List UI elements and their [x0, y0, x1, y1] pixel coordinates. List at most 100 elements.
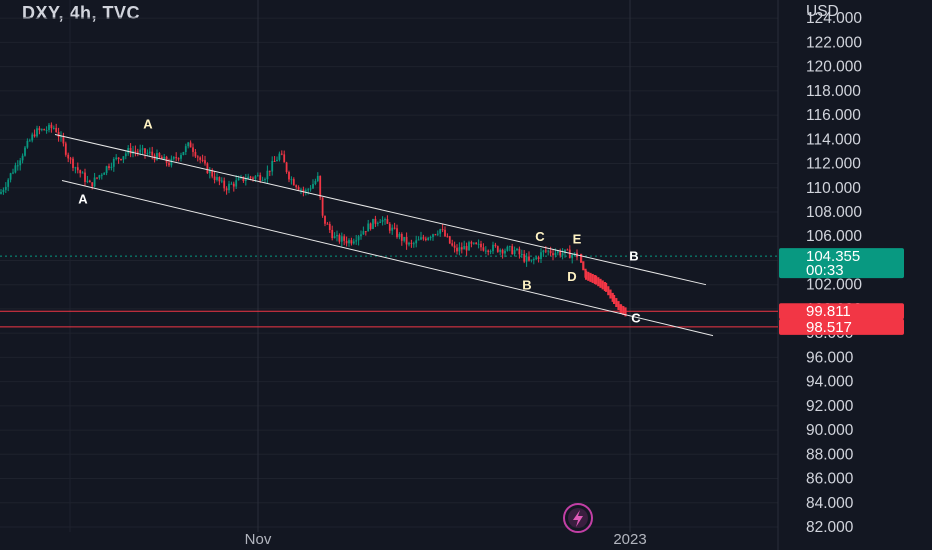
candle-body: [288, 172, 290, 180]
projection-bar: [597, 277, 600, 287]
candle-body: [4, 186, 7, 190]
candle-body: [9, 173, 12, 180]
candle-body: [403, 236, 406, 241]
candle-body: [14, 165, 17, 173]
candle-body: [204, 160, 206, 164]
candle-body: [201, 159, 204, 161]
candle-body: [355, 240, 358, 242]
candle-body: [458, 247, 461, 252]
candle-body: [415, 240, 418, 244]
bar-countdown: 00:33: [806, 262, 844, 279]
candle-body: [379, 221, 382, 223]
candle-body: [384, 219, 386, 221]
candle-body: [295, 185, 298, 188]
candle-body: [141, 148, 144, 150]
projection-bar: [582, 261, 585, 271]
candle-body: [432, 234, 434, 238]
candle-body: [57, 132, 60, 138]
candle-body: [360, 234, 362, 237]
candle-body: [283, 154, 286, 163]
candle-body: [247, 176, 250, 180]
price-tick-label: 86.000: [806, 471, 854, 488]
time-axis[interactable]: Nov 2023: [245, 531, 647, 548]
grid-lines: [0, 0, 779, 550]
candle-body: [350, 240, 353, 244]
candle-body: [148, 151, 151, 153]
candle-body: [256, 175, 259, 177]
candle-body: [55, 127, 58, 133]
candle-body: [554, 252, 557, 256]
price-tick-label: 120.000: [806, 59, 862, 76]
candle-body: [489, 251, 492, 253]
candle-body: [352, 241, 355, 244]
candle-body: [139, 149, 142, 153]
candle-body: [321, 197, 324, 216]
candle-body: [220, 180, 223, 182]
candle-body: [537, 257, 540, 259]
candle-body: [472, 242, 475, 244]
candle-body: [170, 158, 173, 166]
channel-line[interactable]: [54, 133, 707, 286]
candle-body: [285, 162, 288, 173]
trend-channel[interactable]: [54, 133, 714, 337]
candle-body: [436, 233, 439, 235]
candle-body: [105, 166, 108, 173]
candle-body: [43, 129, 46, 131]
candle-body: [110, 166, 113, 168]
candle-body: [511, 246, 514, 255]
wave-label: C: [631, 310, 641, 325]
candle-body: [520, 254, 523, 256]
candle-body: [259, 175, 262, 181]
candle-body: [424, 238, 427, 240]
candle-body: [177, 158, 180, 160]
channel-line[interactable]: [61, 180, 714, 337]
candle-body: [194, 151, 197, 157]
candle-body: [460, 247, 463, 250]
wave-label: E: [573, 232, 582, 247]
candle-body: [88, 180, 91, 183]
candle-body: [307, 189, 310, 191]
tradingview-logo[interactable]: [563, 503, 593, 533]
price-tick-label: 108.000: [806, 204, 862, 221]
candle-body: [348, 240, 350, 244]
candle-body: [38, 128, 41, 131]
wave-label: C: [535, 229, 545, 244]
candle-body: [278, 153, 281, 160]
candle-body: [98, 175, 101, 178]
candle-body: [175, 157, 178, 159]
candle-body: [372, 218, 374, 229]
candle-body: [268, 170, 271, 172]
candle-body: [422, 237, 425, 239]
candle-body: [264, 179, 266, 181]
candle-body: [60, 136, 62, 138]
price-tick-label: 88.000: [806, 446, 854, 463]
candle-body: [427, 237, 430, 240]
candle-body: [561, 253, 564, 256]
price-axis[interactable]: 82.000 84.000 86.000 88.000 90.000 92.000 94.0…: [806, 3, 862, 536]
candle-body: [362, 231, 365, 235]
projection-bar: [587, 271, 590, 281]
candle-body: [439, 229, 442, 234]
candle-body: [386, 219, 389, 224]
candle-body: [501, 249, 504, 254]
projection-bar: [599, 278, 602, 288]
candle-body: [146, 152, 149, 154]
candle-body: [232, 183, 235, 187]
candle-body: [496, 246, 499, 252]
candle-body: [408, 242, 410, 245]
candle-body: [12, 172, 14, 174]
price-tick-label: 96.000: [806, 349, 854, 366]
candle-body: [343, 236, 346, 241]
candle-body: [518, 248, 521, 255]
wave-label: B: [629, 248, 638, 263]
candle-body: [451, 243, 454, 246]
candle-body: [19, 160, 22, 166]
candle-body: [273, 161, 276, 163]
currency-label: USD: [806, 3, 839, 20]
candle-body: [494, 244, 497, 247]
candle-body: [129, 147, 132, 154]
candle-body: [470, 242, 473, 244]
candle-body: [542, 250, 545, 253]
level-price-value: 99.811: [806, 303, 851, 320]
